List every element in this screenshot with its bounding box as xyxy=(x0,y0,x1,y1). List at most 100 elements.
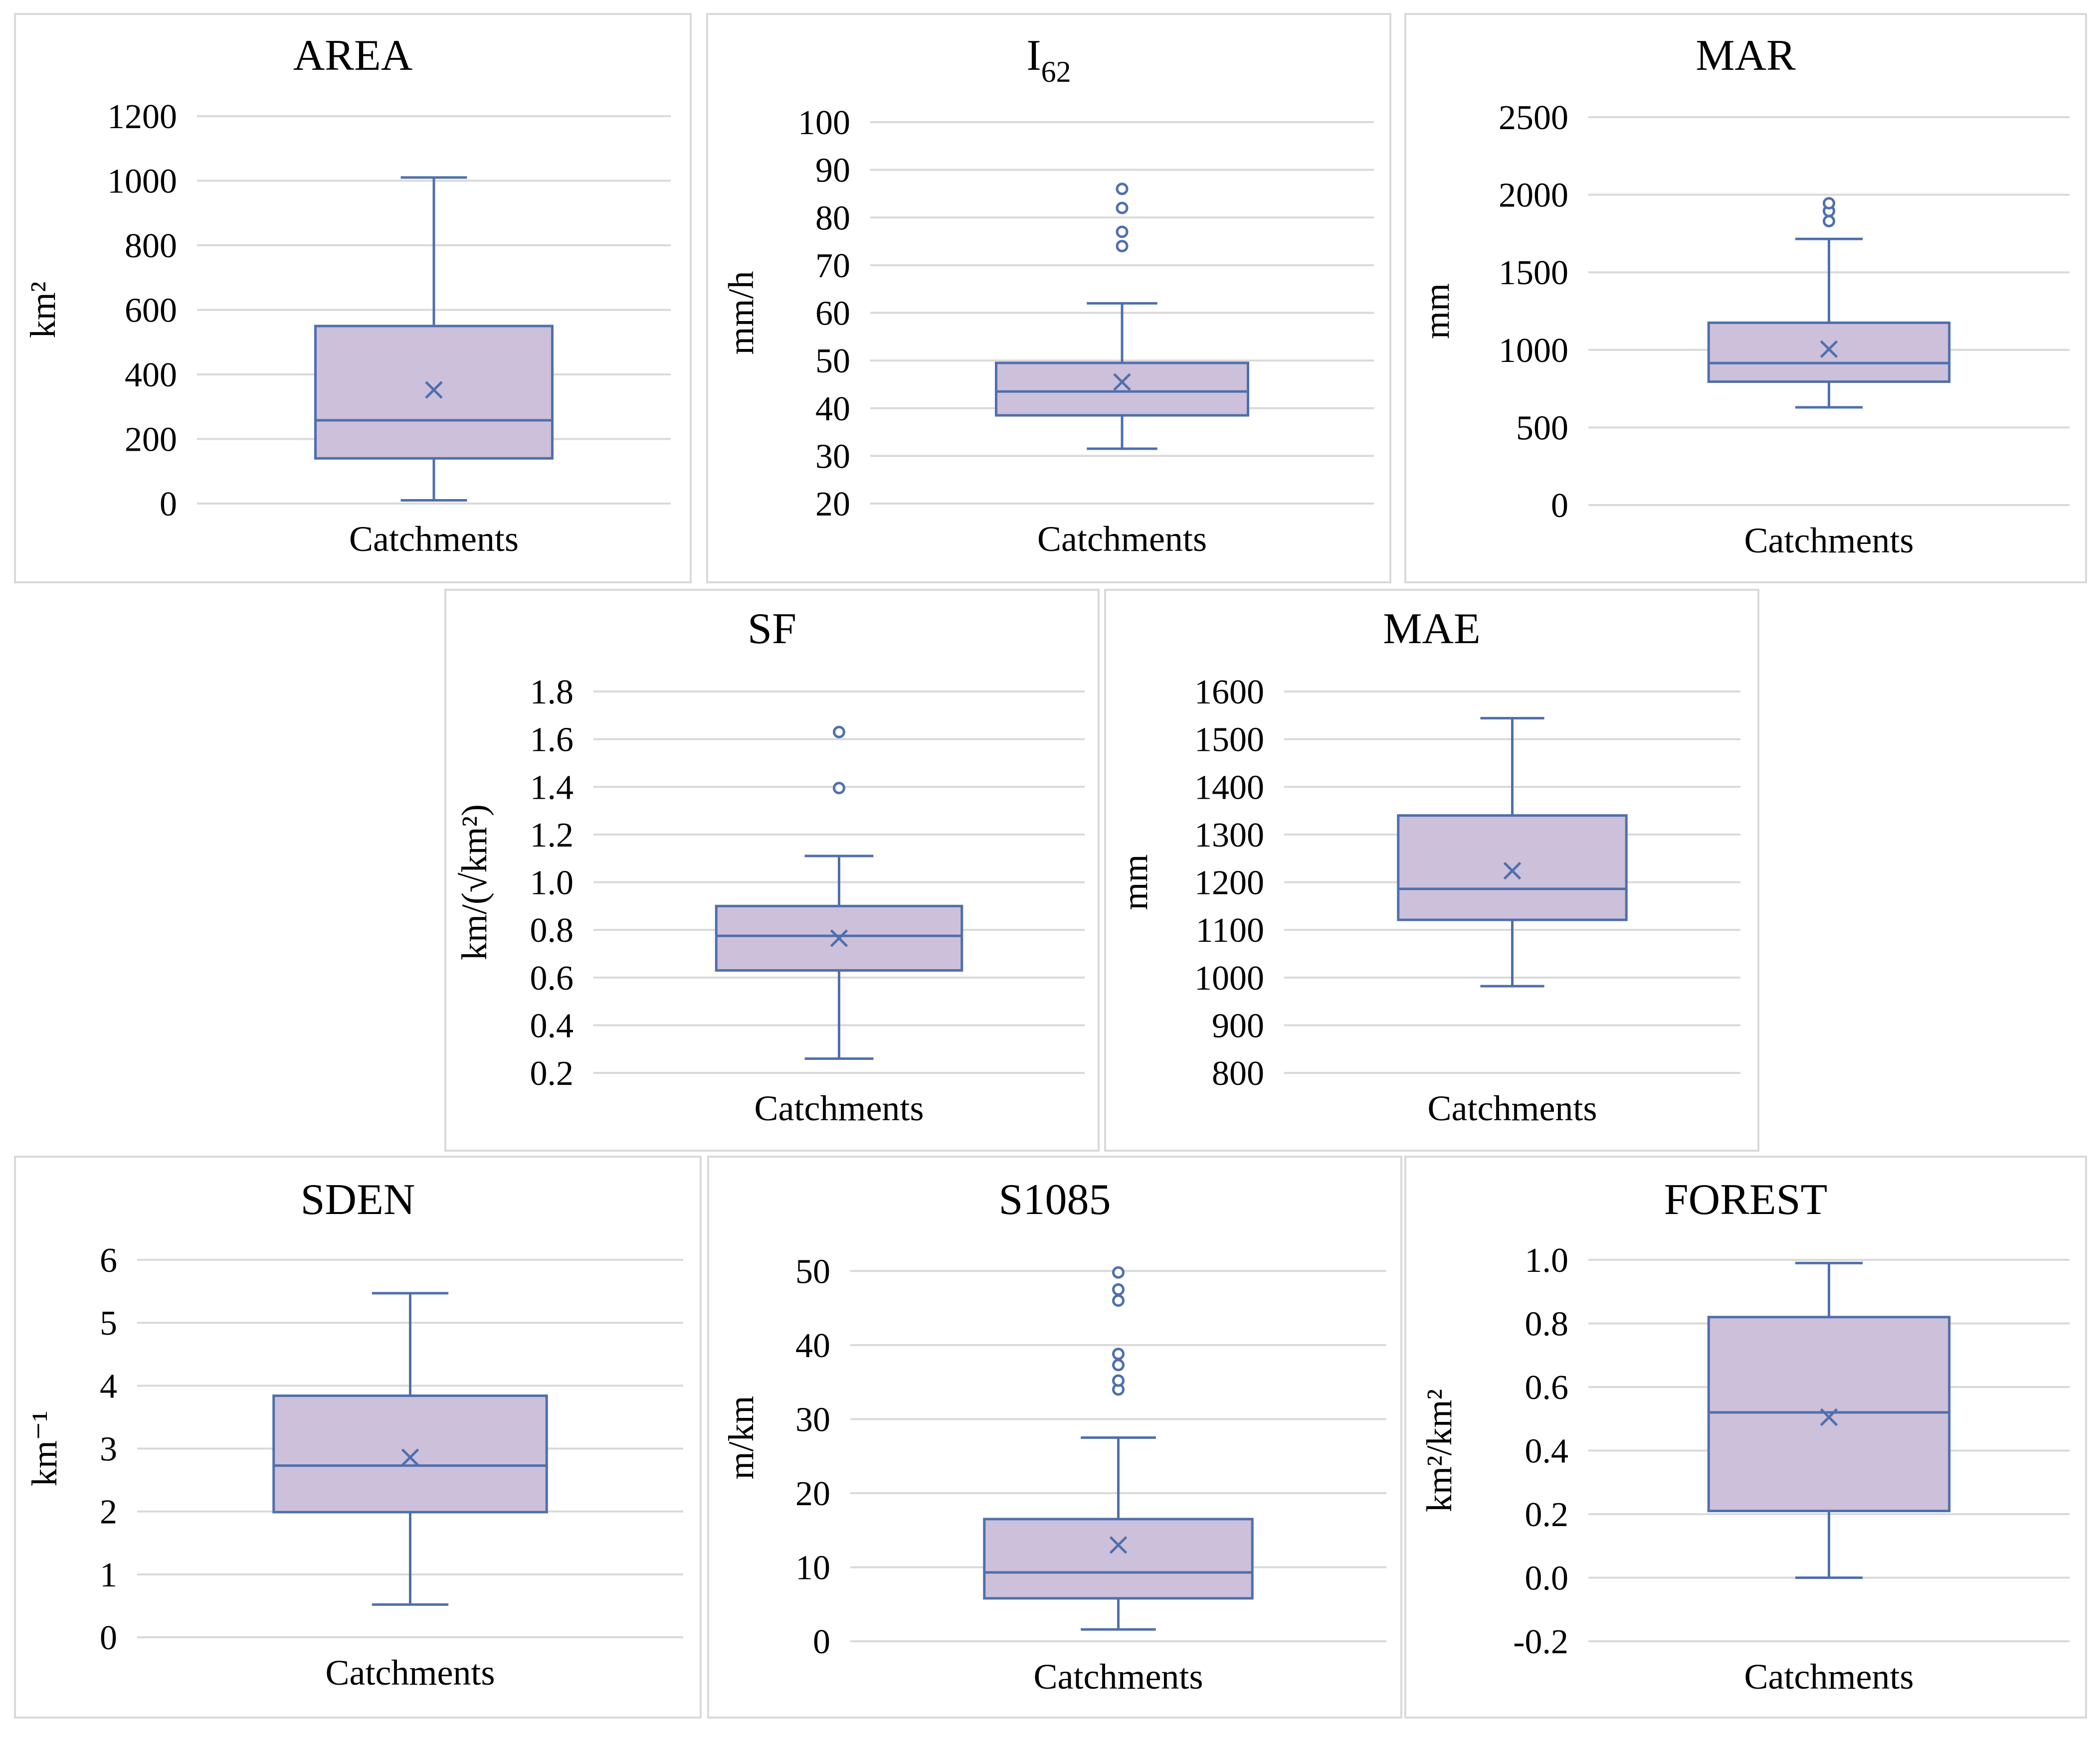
x-axis-label: Catchments xyxy=(1034,1657,1203,1697)
y-axis-label: mm xyxy=(1115,854,1155,910)
mean-marker xyxy=(425,381,443,399)
y-tick-label: 1.0 xyxy=(1525,1241,1569,1280)
x-axis-label: Catchments xyxy=(1037,519,1207,559)
y-tick-label: 2500 xyxy=(1499,99,1568,137)
y-tick-label: 900 xyxy=(1212,1007,1264,1045)
y-tick-label: 1400 xyxy=(1194,768,1264,807)
x-axis-label: Catchments xyxy=(326,1653,495,1693)
y-tick-label: 1.0 xyxy=(530,864,574,902)
y-axis-label: km/(√km²) xyxy=(454,804,494,960)
panel-frame xyxy=(707,1156,1402,1719)
y-tick-label: 60 xyxy=(815,295,850,333)
y-tick-label: 200 xyxy=(125,421,177,459)
x-axis-label: Catchments xyxy=(349,519,519,559)
y-tick-label: 90 xyxy=(815,152,850,190)
x-axis-label: Catchments xyxy=(1744,1657,1914,1697)
y-tick-label: 0.8 xyxy=(1525,1305,1569,1344)
y-tick-label: 6 xyxy=(100,1241,117,1280)
outlier-point xyxy=(1112,1374,1125,1387)
y-axis-label: km²/km² xyxy=(1419,1389,1459,1512)
y-tick-label: 1.4 xyxy=(530,768,574,807)
y-tick-label: 4 xyxy=(100,1367,117,1405)
panel-frame xyxy=(444,589,1100,1152)
outlier-point xyxy=(1112,1359,1125,1372)
y-tick-label: 0 xyxy=(160,485,177,523)
panel-frame xyxy=(1404,13,2087,583)
y-tick-label: 0 xyxy=(813,1623,830,1661)
y-tick-label: 1100 xyxy=(1196,911,1264,950)
chart-title: AREA xyxy=(293,31,413,80)
outlier-point xyxy=(1112,1348,1125,1361)
chart-title: SDEN xyxy=(301,1176,415,1224)
outlier-point xyxy=(833,725,845,738)
outlier-point xyxy=(1116,225,1129,238)
chart-panel-area: 0 200 400 600 800 1000 1200 AREA km² Catchments xyxy=(14,13,692,583)
y-tick-label: 1000 xyxy=(107,163,177,201)
outlier-point xyxy=(1823,215,1835,228)
chart-title: MAR xyxy=(1696,31,1796,80)
chart-title: FOREST xyxy=(1664,1176,1828,1224)
y-axis-label: m/km xyxy=(721,1395,761,1479)
y-tick-label: 0.4 xyxy=(1525,1432,1569,1471)
y-tick-label: 1500 xyxy=(1194,721,1264,759)
mean-marker xyxy=(1820,1408,1838,1426)
y-tick-label: 0.4 xyxy=(530,1007,574,1045)
iqr-box xyxy=(314,325,554,460)
y-tick-label: 800 xyxy=(1212,1054,1264,1093)
y-tick-label: 800 xyxy=(125,227,177,265)
mean-marker xyxy=(1113,373,1131,391)
y-tick-label: 2000 xyxy=(1499,176,1568,215)
y-tick-label: 1.2 xyxy=(530,816,574,855)
y-tick-label: 2 xyxy=(100,1493,117,1532)
y-tick-label: 0.6 xyxy=(530,959,574,998)
outlier-point xyxy=(833,782,845,795)
y-tick-label: 0 xyxy=(100,1619,117,1657)
outlier-point xyxy=(1823,197,1835,210)
y-tick-label: 0.0 xyxy=(1525,1560,1569,1598)
outlier-point xyxy=(1116,182,1129,195)
y-tick-label: 0.2 xyxy=(530,1054,574,1093)
mean-marker xyxy=(401,1448,419,1466)
y-tick-label: 1000 xyxy=(1499,332,1568,370)
outlier-point xyxy=(1116,240,1129,253)
mean-marker xyxy=(1109,1536,1128,1554)
mean-marker xyxy=(1503,862,1522,880)
y-tick-label: 1.6 xyxy=(530,721,574,759)
y-axis-label: mm xyxy=(1417,283,1457,339)
y-tick-label: 1200 xyxy=(107,98,177,136)
y-tick-label: 0.8 xyxy=(530,911,574,950)
panel-frame xyxy=(14,13,692,583)
y-tick-label: 30 xyxy=(795,1400,830,1439)
chart-panel-s1085: 0 10 20 30 40 50 S1085 m/km Catchments xyxy=(707,1156,1402,1719)
y-tick-label: 600 xyxy=(125,292,177,330)
iqr-box xyxy=(1397,814,1628,921)
y-axis-label: mm/h xyxy=(721,271,761,354)
chart-panel-sden: 0 1 2 3 4 5 6 SDEN km⁻¹ Catchments xyxy=(14,1156,702,1719)
y-tick-label: 30 xyxy=(815,437,850,476)
x-axis-label: Catchments xyxy=(755,1088,924,1128)
chart-title: SF xyxy=(748,605,796,653)
chart-title: S1085 xyxy=(999,1176,1111,1224)
y-tick-label: 1500 xyxy=(1499,254,1568,292)
chart-title-subscript: 62 xyxy=(1041,55,1071,88)
x-axis-label: Catchments xyxy=(1428,1088,1597,1128)
y-tick-label: 20 xyxy=(795,1475,830,1513)
y-tick-label: 0.2 xyxy=(1525,1496,1569,1534)
y-tick-label: 70 xyxy=(815,247,850,285)
y-tick-label: 5 xyxy=(100,1304,117,1343)
mean-marker xyxy=(1820,340,1838,358)
iqr-box xyxy=(272,1394,548,1514)
y-tick-label: 100 xyxy=(798,104,850,142)
y-tick-label: 0 xyxy=(1551,487,1568,525)
y-axis-label: km⁻¹ xyxy=(24,1411,64,1487)
y-tick-label: 80 xyxy=(815,199,850,237)
outlier-point xyxy=(1112,1266,1125,1279)
y-tick-label: 50 xyxy=(795,1252,830,1291)
y-tick-label: 1 xyxy=(100,1556,117,1594)
y-tick-label: 400 xyxy=(125,356,177,394)
iqr-box xyxy=(1707,1316,1951,1513)
y-tick-label: 1600 xyxy=(1194,673,1264,711)
panel-frame xyxy=(706,13,1391,583)
